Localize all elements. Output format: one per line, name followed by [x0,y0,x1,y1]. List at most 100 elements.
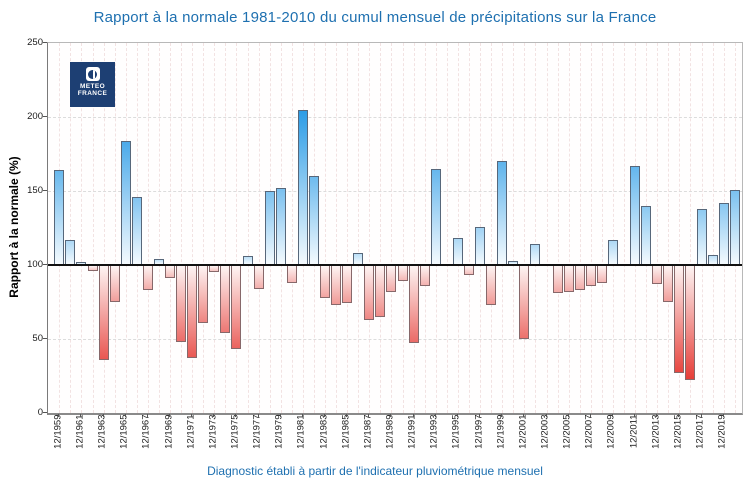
x-tick-label: 12/1967 [140,414,152,449]
y-tick-mark [43,42,47,43]
vertical-gridline [103,43,105,413]
bar-12/1982 [308,176,319,265]
vertical-gridline [391,43,393,413]
chart-title: Rapport à la normale 1981-2010 du cumul … [93,9,657,26]
x-tick-label: 12/1991 [406,414,418,449]
x-tick-label: 12/1999 [495,414,507,449]
vertical-gridline [214,43,216,413]
y-tick-label: 250 [27,37,43,48]
horizontal-gridline [48,117,742,118]
x-tick-mark [301,414,303,417]
x-tick-label: 12/1985 [340,414,352,449]
bar-12/2020 [729,189,740,265]
y-tick-label: 200 [27,111,43,122]
x-tick-label: 12/1959 [52,414,64,449]
vertical-gridline [170,43,172,413]
y-tick-label: 0 [37,407,43,418]
horizontal-gridline [48,339,742,340]
bar-12/2007 [585,265,596,286]
x-tick-mark [678,414,680,417]
vertical-gridline [247,43,249,413]
x-tick-mark [412,414,414,417]
x-tick-mark [589,414,591,417]
bar-12/1980 [286,265,297,283]
vertical-gridline [601,43,603,413]
x-tick-label: 12/2005 [561,414,573,449]
bar-12/1962 [87,265,98,271]
bar-12/2005 [563,265,574,292]
bar-12/1975 [231,265,242,350]
bar-12/1981 [297,109,308,265]
bar-12/1992 [419,265,430,286]
x-tick-label: 12/2011 [628,414,640,449]
logo-text-line1: METEO [79,83,106,90]
vertical-gridline [192,43,194,413]
vertical-gridline [380,43,382,413]
x-tick-label: 12/1965 [118,414,130,449]
bar-12/1993 [430,168,441,265]
bar-12/2006 [574,265,585,291]
x-tick-mark [346,414,348,417]
vertical-gridline [325,43,327,413]
bar-12/1969 [165,265,176,279]
y-tick-mark [43,264,47,265]
x-tick-label: 12/1983 [318,414,330,449]
vertical-gridline [258,43,260,413]
vertical-gridline [535,43,537,413]
x-tick-label: 12/2007 [583,414,595,449]
x-tick-mark [80,414,82,417]
y-tick-mark [43,338,47,339]
chart-caption: Diagnostic établi à partir de l'indicate… [207,464,543,478]
bar-12/1974 [220,265,231,334]
bar-12/2014 [663,265,674,302]
x-tick-mark [434,414,436,417]
vertical-gridline [624,43,626,413]
vertical-gridline [679,43,681,413]
bar-12/1966 [131,196,142,265]
y-tick-label: 150 [27,185,43,196]
x-tick-label: 12/2013 [650,414,662,449]
x-tick-label: 12/1977 [251,414,263,449]
x-tick-label: 12/2009 [605,414,617,449]
bar-12/1979 [275,188,286,265]
x-tick-label: 12/1975 [229,414,241,449]
x-tick-label: 12/1993 [428,414,440,449]
bar-12/2017 [696,208,707,265]
x-tick-mark [213,414,215,417]
bar-12/1991 [408,265,419,344]
vertical-gridline [114,43,116,413]
x-tick-label: 12/1987 [362,414,374,449]
bar-12/2013 [652,265,663,285]
vertical-gridline [225,43,227,413]
bar-12/1967 [142,265,153,291]
x-tick-label: 12/1997 [473,414,485,449]
x-tick-label: 12/1979 [273,414,285,449]
x-tick-label: 12/1969 [163,414,175,449]
x-tick-label: 12/2017 [694,414,706,449]
x-tick-label: 12/1981 [295,414,307,449]
x-tick-mark [191,414,193,417]
bar-12/1970 [176,265,187,342]
x-tick-mark [235,414,237,417]
vertical-gridline [612,43,614,413]
vertical-gridline [491,43,493,413]
x-tick-label: 12/2003 [539,414,551,449]
x-tick-mark [545,414,547,417]
bar-12/1999 [497,161,508,265]
x-tick-label: 12/1971 [185,414,197,449]
x-tick-mark [611,414,613,417]
vertical-gridline [81,43,83,413]
x-tick-mark [523,414,525,417]
bar-12/1971 [187,265,198,359]
vertical-gridline [690,43,692,413]
bar-12/2004 [552,265,563,294]
x-tick-label: 12/1963 [96,414,108,449]
x-tick-mark [102,414,104,417]
bar-12/1998 [486,265,497,305]
vertical-gridline [92,43,94,413]
x-tick-mark [567,414,569,417]
x-tick-label: 12/1973 [207,414,219,449]
y-tick-label: 100 [27,259,43,270]
x-tick-mark [169,414,171,417]
vertical-gridline [181,43,183,413]
